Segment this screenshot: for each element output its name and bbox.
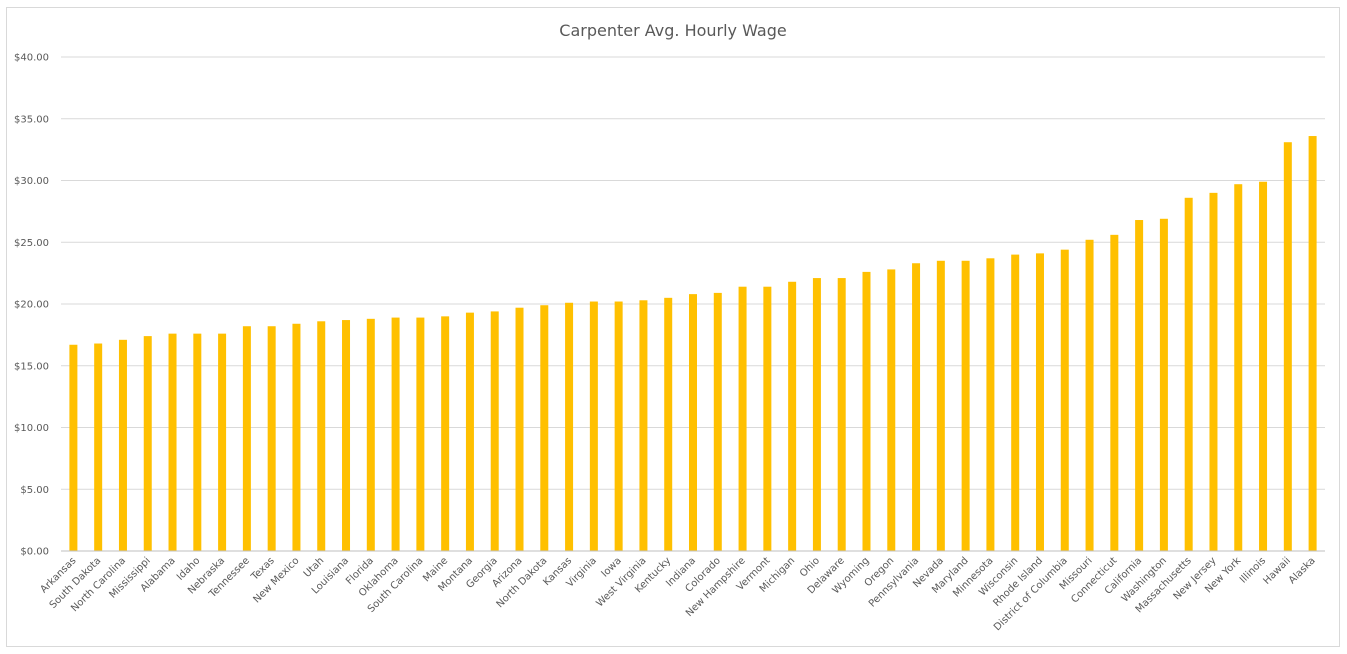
bar-arizona [515, 307, 524, 551]
y-tick-label: $40.00 [14, 53, 49, 64]
bar-montana [465, 312, 474, 551]
y-tick-label: $0.00 [20, 547, 49, 558]
bar-ohio [812, 278, 821, 551]
bar-alaska [1308, 136, 1317, 552]
bar-new-mexico [292, 323, 301, 551]
bar-massachusetts [1184, 197, 1193, 552]
bar-indiana [689, 294, 697, 551]
bar-virginia [589, 301, 598, 551]
bar-utah [317, 321, 326, 551]
bar-connecticut [1110, 234, 1119, 551]
bar-florida [366, 318, 375, 551]
bar-new-hampshire [738, 286, 747, 551]
bar-maine [441, 316, 450, 551]
bar-oklahoma [391, 317, 400, 551]
bar-north-carolina [118, 339, 127, 551]
y-tick-label: $30.00 [14, 176, 49, 187]
bar-california [1135, 220, 1144, 551]
x-tick-label: Alaska [1287, 555, 1318, 586]
bar-texas [267, 326, 276, 551]
bar-wisconsin [1011, 254, 1020, 551]
bar-arkansas [69, 344, 78, 551]
bar-alabama [168, 333, 177, 551]
bar-iowa [614, 301, 623, 551]
bar-vermont [763, 286, 772, 551]
bar-tennessee [242, 326, 251, 551]
bar-minnesota [986, 258, 995, 551]
bar-district-of-columbia [1060, 249, 1069, 551]
bar-south-carolina [416, 317, 425, 551]
bar-oregon [887, 269, 896, 551]
y-axis-tick-labels: $0.00 $5.00 $10.00 $15.00 $20.00 $25.00 $30.00… [14, 53, 49, 558]
bar-north-dakota [540, 305, 549, 551]
bar-new-york [1234, 184, 1243, 551]
x-tick-label: Hawaii [1261, 555, 1292, 586]
bar-kansas [565, 302, 574, 551]
bar-missouri [1085, 239, 1094, 551]
chart-title: Carpenter Avg. Hourly Wage [559, 21, 786, 40]
y-tick-label: $35.00 [14, 114, 49, 125]
bar-louisiana [342, 320, 351, 551]
bar-hawaii [1283, 142, 1292, 551]
bar-georgia [490, 311, 499, 551]
bar-nevada [936, 260, 945, 551]
bar-south-dakota [94, 343, 103, 551]
y-tick-label: $5.00 [20, 485, 49, 496]
y-tick-label: $20.00 [14, 300, 49, 311]
bar-nebraska [218, 333, 227, 551]
bar-colorado [713, 292, 722, 551]
y-tick-label: $25.00 [14, 238, 49, 249]
bar-mississippi [143, 336, 152, 551]
bar-michigan [788, 281, 797, 551]
bar-delaware [837, 278, 846, 551]
bar-idaho [193, 333, 202, 551]
y-tick-label: $10.00 [14, 423, 49, 434]
y-tick-label: $15.00 [14, 361, 49, 372]
chart-area: Carpenter Avg. Hourly Wage $0.00 $5.00 $10… [6, 7, 1340, 647]
bar-kentucky [664, 297, 673, 551]
bars [69, 136, 1317, 552]
bar-maryland [961, 260, 970, 551]
bar-pennsylvania [912, 263, 921, 551]
bar-wyoming [862, 271, 871, 551]
bar-washington [1159, 218, 1168, 551]
bar-new-jersey [1209, 192, 1218, 551]
bar-chart: Carpenter Avg. Hourly Wage $0.00 $5.00 $10… [14, 21, 1325, 633]
bar-illinois [1259, 181, 1268, 552]
bar-west-virginia [639, 300, 648, 551]
bar-rhode-island [1035, 253, 1044, 552]
